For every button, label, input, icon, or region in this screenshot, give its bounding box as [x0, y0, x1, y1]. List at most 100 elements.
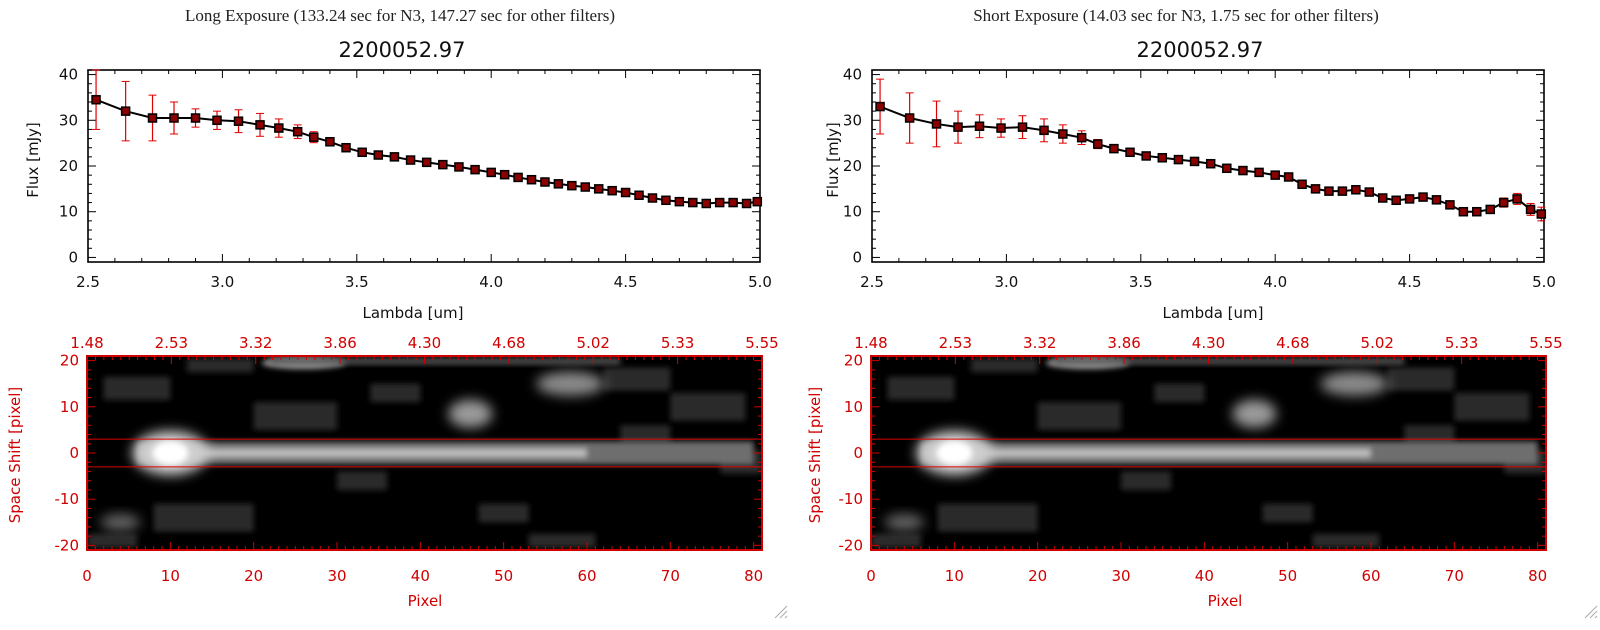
- data-point: [1157, 153, 1168, 163]
- x-tick-label: 40: [1195, 567, 1214, 585]
- spectrum-plot: 2.5 3.0 3.5 4.0 4.5 5.0 0 10 20 30 40: [59, 66, 772, 291]
- data-point: [688, 197, 698, 208]
- source-blob: [1232, 399, 1277, 428]
- data-point: [593, 184, 604, 194]
- x-tick-label: 2.5: [76, 273, 100, 291]
- data-point: [421, 157, 432, 168]
- y-tick-label: 0: [853, 444, 863, 462]
- y-tick-label: 30: [843, 111, 862, 129]
- data-point: [486, 167, 496, 178]
- background-noise: [103, 376, 171, 400]
- y-tick-label: -10: [55, 490, 80, 508]
- data-point: [661, 195, 671, 206]
- data-point: [540, 177, 550, 187]
- data-point: [1472, 206, 1482, 217]
- data-point: [405, 155, 416, 165]
- x-tick-label: 50: [1278, 567, 1297, 585]
- data-point: [1351, 185, 1361, 195]
- data-point: [1125, 147, 1135, 158]
- background-noise: [370, 383, 421, 403]
- main-trace-core: [937, 448, 1371, 458]
- data-point: [526, 174, 537, 185]
- background-noise: [187, 358, 254, 373]
- data-point: [1109, 143, 1119, 154]
- data-point: [1189, 156, 1200, 167]
- background-noise: [1037, 402, 1121, 430]
- y-axis-label: Flux [mJy]: [824, 122, 842, 198]
- top-tick-label: 4.68: [1276, 334, 1309, 352]
- data-point: [741, 198, 752, 209]
- data-point: [1173, 154, 1184, 165]
- source-blob: [448, 399, 493, 428]
- data-point: [212, 115, 222, 126]
- x-tick-label: 70: [1445, 567, 1464, 585]
- source-streak: [1054, 358, 1405, 365]
- y-tick-label: 10: [59, 203, 78, 221]
- top-tick-label: 4.30: [1192, 334, 1225, 352]
- chart-title: 2200052.97: [339, 38, 466, 62]
- data-point: [1485, 204, 1495, 215]
- data-point: [1324, 186, 1334, 196]
- x-tick-label: 60: [1361, 567, 1380, 585]
- data-point: [255, 120, 265, 130]
- x-tick-label: 3.5: [1129, 273, 1153, 291]
- chart-title: 2200052.97: [1137, 38, 1264, 62]
- data-point: [1238, 165, 1248, 176]
- data-point: [1364, 187, 1375, 197]
- data-point: [1337, 186, 1348, 196]
- data-point: [904, 113, 915, 123]
- top-tick-label: 3.32: [239, 334, 272, 352]
- top-tick-label: 5.55: [1529, 334, 1562, 352]
- x-tick-label: 0: [866, 567, 876, 585]
- y-tick-label: 20: [59, 157, 78, 175]
- background-noise: [1454, 392, 1530, 421]
- resize-grip-left[interactable]: [774, 605, 788, 619]
- data-point: [634, 190, 644, 201]
- y-tick-label: -20: [55, 536, 80, 554]
- data-point: [1498, 197, 1509, 208]
- top-tick-label: 4.68: [492, 334, 525, 352]
- data-point: [1017, 122, 1028, 132]
- data-point: [325, 137, 335, 147]
- x-tick-label: 80: [1528, 567, 1547, 585]
- data-point: [1458, 206, 1469, 217]
- background-noise: [253, 402, 337, 430]
- background-noise: [871, 533, 921, 548]
- data-point: [607, 185, 617, 196]
- panel-short-exposure: Short Exposure (14.03 sec for N3, 1.75 s…: [806, 6, 1563, 610]
- source-streak: [270, 358, 621, 365]
- resize-grip-right[interactable]: [1584, 605, 1598, 619]
- x-tick-label: 4.5: [1398, 273, 1422, 291]
- data-point: [752, 196, 763, 207]
- data-point: [499, 169, 510, 180]
- background-noise: [670, 392, 746, 421]
- background-noise: [1312, 533, 1380, 548]
- spectral-image: 0 10 20 30 40 50 60 70 80 1.48 2.53 3.32 3.86 4.30 4.6…: [55, 334, 779, 585]
- y-tick-label: 30: [59, 111, 78, 129]
- top-tick-label: 3.86: [1107, 334, 1140, 352]
- data-point: [91, 94, 101, 105]
- data-point: [1141, 151, 1151, 161]
- data-point: [1297, 179, 1307, 190]
- x-tick-label: 2.5: [860, 273, 884, 291]
- data-point: [1205, 158, 1216, 169]
- x-tick-label: 4.0: [1263, 273, 1287, 291]
- background-noise: [87, 533, 137, 548]
- image-x-axis-label: Pixel: [1208, 592, 1243, 610]
- data-point: [1076, 132, 1087, 143]
- data-point: [147, 113, 158, 123]
- x-tick-label: 0: [82, 567, 92, 585]
- y-tick-label: 0: [69, 444, 79, 462]
- data-point: [1536, 209, 1547, 219]
- spectral-image: 0 10 20 30 40 50 60 70 80 1.48 2.53 3.32 3.86 4.30 4.6…: [839, 334, 1563, 585]
- data-point: [1431, 195, 1442, 205]
- data-point: [1525, 204, 1536, 215]
- data-point: [674, 196, 685, 207]
- data-point: [1254, 167, 1264, 178]
- data-point: [1058, 129, 1068, 139]
- background-noise: [1262, 503, 1313, 523]
- data-point: [1418, 192, 1428, 202]
- data-point: [931, 119, 942, 129]
- background-noise: [603, 367, 671, 391]
- x-tick-label: 4.5: [614, 273, 638, 291]
